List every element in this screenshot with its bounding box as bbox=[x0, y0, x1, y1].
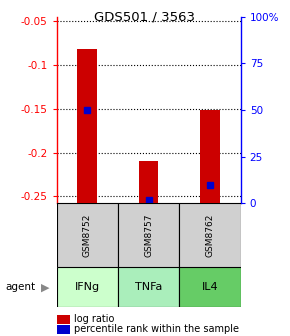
Bar bbox=[179, 267, 241, 307]
Text: GSM8762: GSM8762 bbox=[206, 213, 215, 257]
Bar bbox=[118, 267, 179, 307]
Text: agent: agent bbox=[6, 282, 36, 292]
Text: GSM8757: GSM8757 bbox=[144, 213, 153, 257]
Bar bbox=[200, 111, 220, 203]
Bar bbox=[139, 161, 158, 203]
Text: IFNg: IFNg bbox=[75, 282, 100, 292]
Text: log ratio: log ratio bbox=[74, 314, 114, 324]
Text: TNFa: TNFa bbox=[135, 282, 162, 292]
Bar bbox=[57, 267, 118, 307]
Text: GSM8752: GSM8752 bbox=[83, 213, 92, 257]
Text: IL4: IL4 bbox=[202, 282, 218, 292]
Bar bbox=[118, 203, 179, 267]
Bar bbox=[179, 203, 241, 267]
Text: GDS501 / 3563: GDS501 / 3563 bbox=[95, 11, 195, 24]
Bar bbox=[57, 203, 118, 267]
Text: percentile rank within the sample: percentile rank within the sample bbox=[74, 324, 239, 334]
Bar bbox=[77, 49, 97, 203]
Text: ▶: ▶ bbox=[41, 282, 49, 292]
